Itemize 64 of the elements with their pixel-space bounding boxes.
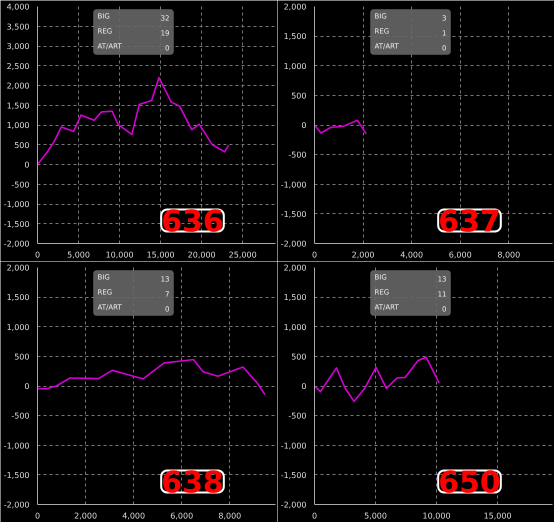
x-tick-label: 8,000 [497, 250, 520, 260]
y-tick-label: -1,000 [4, 200, 30, 209]
x-tick-label: 10,000 [106, 250, 134, 260]
x-tick-label: 0 [34, 512, 40, 520]
x-tick-label: 0 [312, 250, 318, 260]
y-tick-label: 1,000 [6, 121, 30, 130]
y-tick-label: 2,500 [6, 62, 30, 71]
x-tick-label: 4,000 [400, 250, 424, 260]
text: 637 [438, 204, 501, 240]
y-tick-label: -1,000 [280, 180, 307, 190]
y-tick-label: 500 [291, 91, 307, 100]
y-tick-label: 1,500 [284, 32, 307, 42]
y-tick-label: 1,000 [284, 62, 307, 71]
y-tick-label: -1,000 [280, 441, 307, 450]
y-tick-label: -2,000 [280, 240, 307, 248]
y-tick-label: 2,000 [6, 82, 30, 90]
text: 636 [161, 204, 224, 240]
y-tick-label: -1,500 [4, 470, 30, 480]
y-tick-label: 500 [291, 352, 307, 362]
x-tick-label: 6,000 [170, 512, 194, 520]
y-tick-label: -500 [288, 150, 306, 160]
x-tick-label: 20,000 [188, 250, 216, 260]
y-tick-label: 3,500 [6, 22, 30, 32]
y-tick-label: 500 [14, 352, 30, 362]
y-tick-label: 1,000 [284, 322, 307, 332]
y-tick-label: -1,500 [280, 470, 307, 480]
y-tick-label: 500 [14, 140, 30, 150]
y-tick-label: -2,000 [4, 500, 30, 510]
x-tick-label: 0 [312, 512, 318, 520]
y-tick-label: 1,000 [6, 322, 30, 332]
y-tick-label: 2,000 [6, 264, 30, 272]
y-tick-label: -1,500 [280, 210, 307, 219]
x-tick-label: 2,000 [74, 512, 98, 520]
y-tick-label: 0 [301, 121, 307, 130]
x-tick-label: 5,000 [364, 512, 387, 520]
text: 650 [438, 466, 501, 500]
y-tick-label: -500 [11, 412, 30, 421]
y-tick-label: -2,000 [280, 500, 307, 510]
x-tick-label: 25,000 [228, 250, 257, 260]
x-tick-label: 10,000 [422, 512, 451, 520]
y-tick-label: 0 [24, 382, 30, 391]
y-tick-label: -1,500 [4, 220, 30, 229]
x-tick-label: 8,000 [218, 512, 242, 520]
text: 638 [161, 466, 224, 500]
y-tick-label: 3,000 [6, 42, 30, 51]
x-tick-label: 2,000 [352, 250, 375, 260]
y-tick-label: 0 [301, 382, 307, 391]
y-tick-label: -2,000 [4, 240, 30, 248]
x-tick-label: 15,000 [484, 512, 512, 520]
y-tick-label: 1,500 [6, 293, 30, 302]
y-tick-label: -1,000 [4, 441, 30, 450]
x-tick-label: 4,000 [122, 512, 146, 520]
x-tick-label: 0 [34, 250, 40, 260]
y-tick-label: 0 [24, 160, 30, 170]
y-tick-label: -500 [288, 412, 306, 421]
y-tick-label: 1,500 [6, 101, 30, 110]
y-tick-label: 1,500 [284, 293, 307, 302]
x-tick-label: 6,000 [448, 250, 472, 260]
x-tick-label: 5,000 [67, 250, 90, 260]
y-tick-label: -500 [11, 180, 30, 190]
y-tick-label: 2,000 [284, 2, 307, 12]
y-tick-label: 4,000 [6, 2, 30, 12]
x-tick-label: 15,000 [146, 250, 175, 260]
y-tick-label: 2,000 [284, 264, 307, 272]
